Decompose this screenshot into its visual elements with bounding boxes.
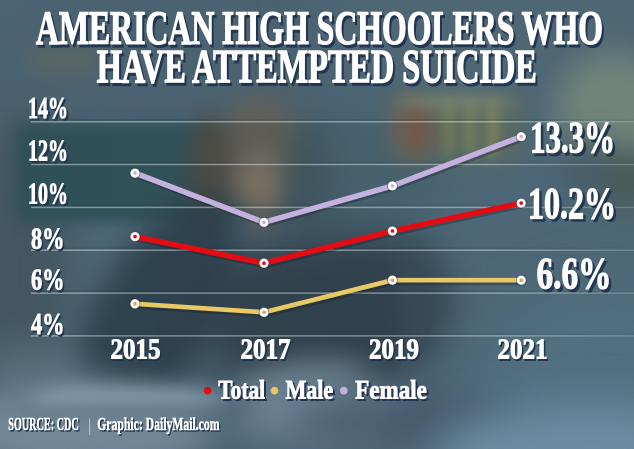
svg-text:10.2%: 10.2% — [528, 178, 616, 228]
svg-text:10%: 10% — [30, 179, 70, 213]
svg-text:2021: 2021 — [498, 334, 548, 366]
svg-text:Female: Female — [357, 377, 429, 406]
svg-text:AMERICAN HIGH SCHOOLERS WHO: AMERICAN HIGH SCHOOLERS WHO — [36, 2, 603, 55]
svg-text:HAVE ATTEMPTED SUICIDE: HAVE ATTEMPTED SUICIDE — [99, 43, 539, 96]
svg-text:6.6%: 6.6% — [539, 251, 614, 301]
svg-text:2019: 2019 — [369, 334, 419, 366]
svg-text:SOURCE: CDC: SOURCE: CDC — [8, 414, 79, 434]
svg-text:14%: 14% — [28, 91, 68, 125]
svg-text:Female: Female — [355, 375, 427, 404]
svg-text:Graphic: DailyMail.com: Graphic: DailyMail.com — [99, 416, 221, 436]
svg-text:AMERICAN HIGH SCHOOLERS WHO: AMERICAN HIGH SCHOOLERS WHO — [38, 5, 605, 58]
svg-text:2015: 2015 — [111, 334, 161, 366]
svg-text:6%: 6% — [33, 265, 67, 299]
svg-text:14%: 14% — [30, 93, 70, 127]
svg-text:12%: 12% — [30, 136, 70, 170]
svg-text:Male: Male — [288, 377, 336, 406]
svg-text:4%: 4% — [31, 307, 65, 341]
svg-text:4%: 4% — [33, 309, 67, 343]
svg-text:13.3%: 13.3% — [530, 112, 615, 162]
svg-text:6%: 6% — [31, 263, 65, 297]
svg-text:13.3%: 13.3% — [533, 115, 618, 165]
svg-text:Total: Total — [218, 375, 265, 404]
svg-text:2017: 2017 — [242, 336, 292, 368]
svg-text:8%: 8% — [33, 224, 67, 258]
svg-text:Total: Total — [220, 377, 267, 406]
svg-text:HAVE ATTEMPTED SUICIDE: HAVE ATTEMPTED SUICIDE — [97, 40, 537, 93]
svg-text:|: | — [89, 415, 92, 435]
svg-text:2021: 2021 — [499, 336, 549, 368]
svg-text:10%: 10% — [28, 177, 68, 211]
svg-text:2019: 2019 — [371, 336, 421, 368]
svg-text:2017: 2017 — [241, 334, 291, 366]
svg-text:2015: 2015 — [112, 336, 162, 368]
svg-text:8%: 8% — [31, 221, 65, 255]
svg-text:12%: 12% — [28, 134, 68, 168]
svg-text:10.2%: 10.2% — [531, 181, 619, 231]
svg-text:Graphic: DailyMail.com: Graphic: DailyMail.com — [97, 414, 219, 434]
svg-text:6.6%: 6.6% — [537, 248, 612, 298]
svg-text:SOURCE: CDC: SOURCE: CDC — [10, 416, 81, 436]
svg-text:Male: Male — [286, 375, 334, 404]
